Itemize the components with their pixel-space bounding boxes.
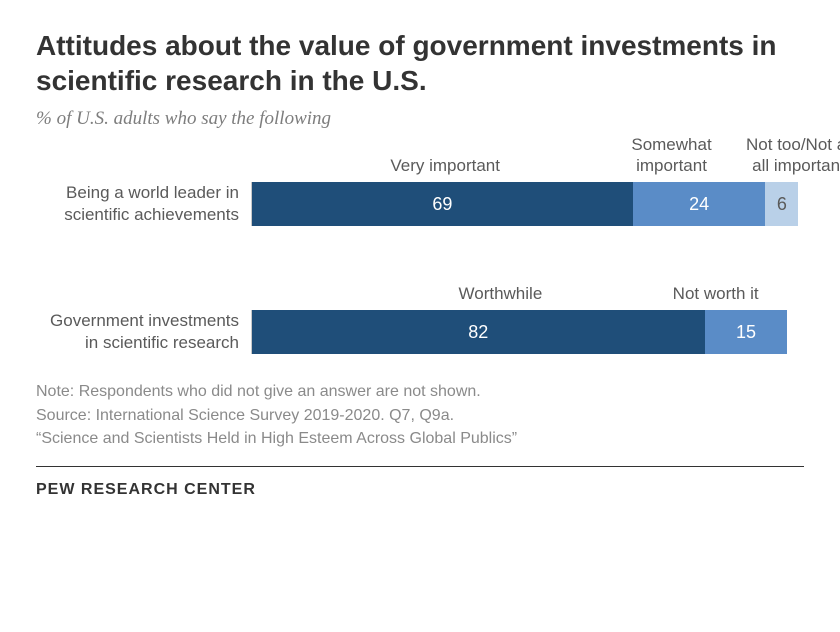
bar-zone: Very importantSomewhatimportantNot too/N…	[251, 182, 804, 226]
footnote-line: “Science and Scientists Held in High Est…	[36, 427, 804, 450]
bar-zone: WorthwhileNot worth it8215	[251, 310, 804, 354]
chart-title: Attitudes about the value of government …	[36, 28, 804, 98]
bar-segment: 15	[705, 310, 788, 354]
bar-segment: 6	[765, 182, 798, 226]
footnote-line: Note: Respondents who did not give an an…	[36, 380, 804, 403]
bar-segment: 24	[633, 182, 765, 226]
category-label: Worthwhile	[459, 284, 543, 304]
category-labels: Worthwhile Not worth it	[252, 260, 804, 304]
category-labels: Very importantSomewhatimportantNot too/N…	[252, 132, 804, 176]
bar-segment: 69	[252, 182, 633, 226]
bar-track: 8215	[252, 310, 804, 354]
chart-footnotes: Note: Respondents who did not give an an…	[36, 380, 804, 467]
category-label: Not worth it	[673, 284, 759, 304]
category-label: Very important	[390, 156, 500, 176]
bar-segment: 82	[252, 310, 705, 354]
row-label: Being a world leader in scientific achie…	[36, 182, 251, 226]
chart-area: Being a world leader in scientific achie…	[36, 182, 804, 354]
chart-subtitle: % of U.S. adults who say the following	[36, 108, 804, 130]
chart-row: Being a world leader in scientific achie…	[36, 182, 804, 226]
chart-row: Government investments in scientific res…	[36, 310, 804, 354]
row-label: Government investments in scientific res…	[36, 310, 251, 354]
category-label: Not too/Not atall important	[746, 135, 840, 176]
brand-label: PEW RESEARCH CENTER	[36, 481, 804, 499]
category-label: Somewhatimportant	[631, 135, 711, 176]
bar-track: 69246	[252, 182, 804, 226]
footnote-line: Source: International Science Survey 201…	[36, 404, 804, 427]
